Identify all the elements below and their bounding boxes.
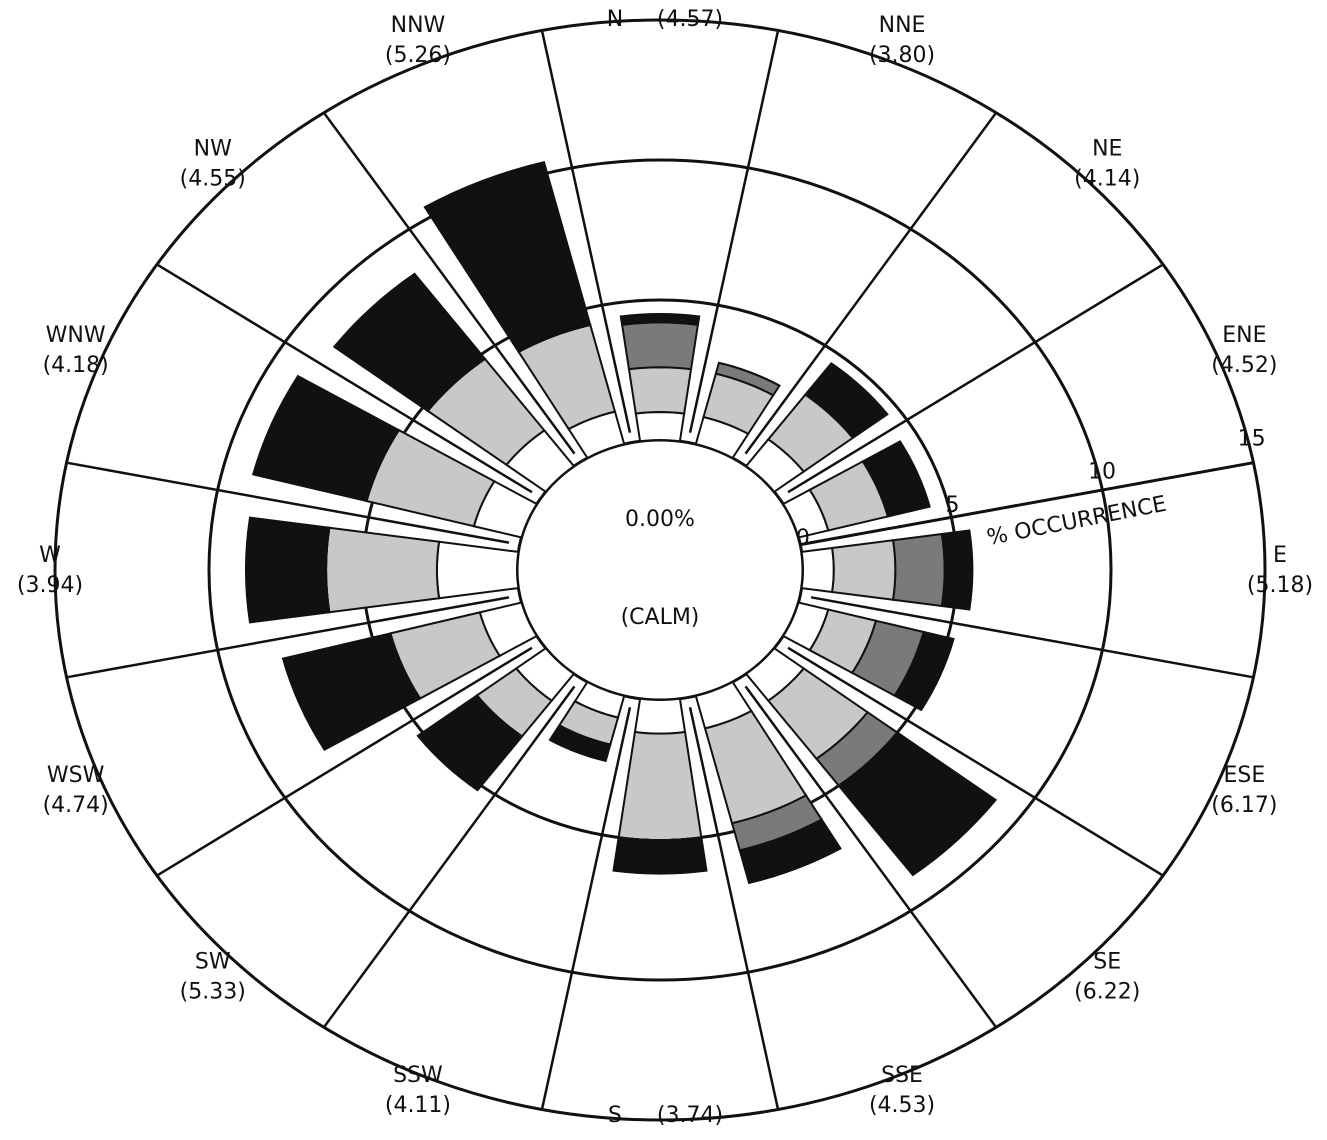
ring [53, 18, 1267, 1122]
bar-segment [718, 361, 780, 387]
bar-segment [435, 540, 520, 600]
direction-label: WSW [47, 763, 105, 788]
bar-segment [893, 630, 955, 712]
bar-segment [861, 440, 931, 518]
sector-divider [787, 263, 1164, 494]
speed-label: (4.14) [1074, 166, 1140, 191]
bar-segment [891, 532, 946, 608]
direction-label: NNW [391, 13, 446, 38]
direction-label: NNE [879, 13, 926, 38]
ring [207, 158, 1113, 982]
bar-segment [619, 312, 701, 326]
sector-divider [688, 707, 780, 1110]
bar-segment [423, 161, 592, 354]
direction-label: ESE [1223, 763, 1265, 788]
bar-segment [325, 526, 441, 614]
bar-segment [617, 730, 703, 842]
direction-label: E [1273, 543, 1287, 568]
speed-label: (4.55) [180, 166, 246, 191]
speed-label: (4.52) [1211, 353, 1277, 378]
speed-label: (5.18) [1247, 573, 1313, 598]
radial-axis [799, 461, 1254, 547]
r-tick-label: 5 [945, 493, 959, 518]
direction-label: NW [194, 136, 232, 161]
speed-label: (3.80) [869, 43, 935, 68]
sector-divider [688, 30, 780, 433]
calm-circle [515, 438, 805, 702]
bar-segment [633, 697, 687, 735]
sector-divider [322, 111, 576, 455]
sector-divider [744, 111, 998, 455]
bar-segment [800, 546, 835, 594]
direction-label: NE [1092, 136, 1122, 161]
sector-divider [540, 30, 632, 433]
bar-segment [244, 516, 331, 624]
sector-divider [787, 646, 1164, 877]
direction-label: ENE [1222, 323, 1266, 348]
calm-label: (CALM) [621, 605, 700, 630]
sector-divider [810, 596, 1254, 679]
direction-label: N [607, 7, 623, 32]
bar-segment [634, 410, 686, 443]
sector-divider [66, 596, 510, 679]
bar-segment [548, 724, 612, 763]
bar-segment [281, 632, 422, 751]
bar-segment [416, 694, 524, 792]
bar-segment [627, 366, 693, 415]
direction-label: W [39, 543, 61, 568]
bar-segment [612, 836, 708, 875]
direction-label: SSW [393, 1063, 443, 1088]
sector-divider [66, 461, 510, 544]
bar-segment [940, 529, 974, 611]
r-tick-label: 15 [1238, 426, 1266, 451]
direction-label: SW [195, 950, 231, 975]
bar-segment [738, 818, 842, 885]
bar-segment [620, 321, 700, 371]
speed-label: (3.74) [657, 1103, 723, 1128]
sector-divider [540, 707, 632, 1110]
r-tick-label: 10 [1088, 460, 1116, 485]
bar-segment [830, 539, 897, 601]
direction-label: SSE [881, 1063, 923, 1088]
speed-label: (4.57) [657, 7, 723, 32]
calm-value: 0.00% [625, 507, 695, 532]
direction-label: WNW [46, 323, 106, 348]
sector-divider [156, 263, 533, 494]
speed-label: (5.26) [385, 43, 451, 68]
speed-label: (3.94) [17, 573, 83, 598]
bar-segment [251, 374, 401, 503]
speed-label: (4.74) [43, 793, 109, 818]
bar-segment [803, 361, 889, 440]
speed-label: (6.17) [1211, 793, 1277, 818]
axis-label: % OCCURRENCE [985, 492, 1169, 551]
speed-label: (4.11) [385, 1093, 451, 1118]
sector-divider [744, 685, 998, 1029]
sector-divider [322, 685, 576, 1029]
speed-label: (4.53) [869, 1093, 935, 1118]
sector-divider [156, 646, 533, 877]
speed-label: (6.22) [1074, 980, 1140, 1005]
direction-label: SE [1093, 950, 1121, 975]
r-tick-label: 0 [796, 526, 810, 551]
bar-segment [837, 731, 998, 877]
speed-label: (4.18) [43, 353, 109, 378]
direction-label: S [608, 1103, 622, 1128]
bar-segment [332, 272, 487, 413]
speed-label: (5.33) [180, 980, 246, 1005]
